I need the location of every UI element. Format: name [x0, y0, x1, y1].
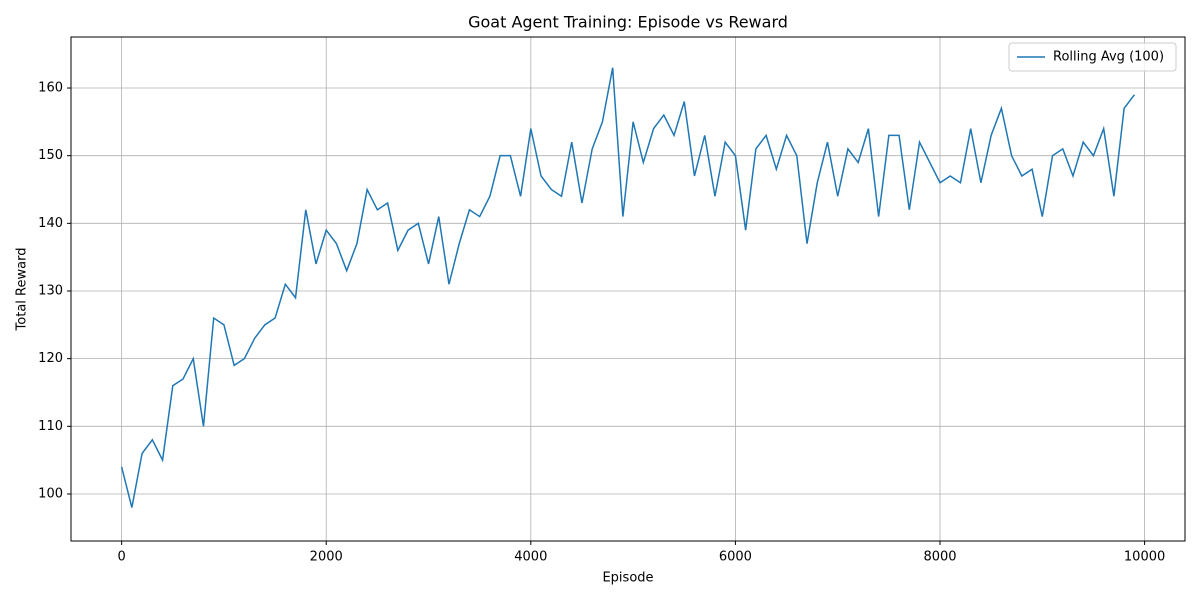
line: [120, 67, 1135, 508]
x-tick-label: 4000: [514, 550, 547, 565]
plot-frame: [70, 36, 1186, 542]
y-axis-label: Total Reward: [15, 248, 30, 332]
x-tick-label: 2000: [310, 550, 343, 565]
y-tick-label: 130: [38, 283, 63, 298]
y-tick-label: 110: [38, 419, 63, 434]
y-tick-label: 100: [38, 486, 63, 501]
x-tick-label: 0: [117, 550, 125, 565]
y-tick-label: 140: [38, 216, 63, 231]
x-tick-label: 8000: [923, 550, 956, 565]
legend-label: Rolling Avg (100): [1053, 50, 1164, 65]
y-tick-label: 120: [38, 351, 63, 366]
y-tick-label: 150: [38, 148, 63, 163]
chart-title: Goat Agent Training: Episode vs Reward: [468, 13, 788, 32]
x-tick-label: 6000: [719, 550, 752, 565]
x-axis-label: Episode: [602, 571, 653, 586]
legend-box: [1008, 42, 1177, 72]
y-tick-label: 160: [38, 81, 63, 96]
x-tick-label: 10000: [1124, 550, 1165, 565]
